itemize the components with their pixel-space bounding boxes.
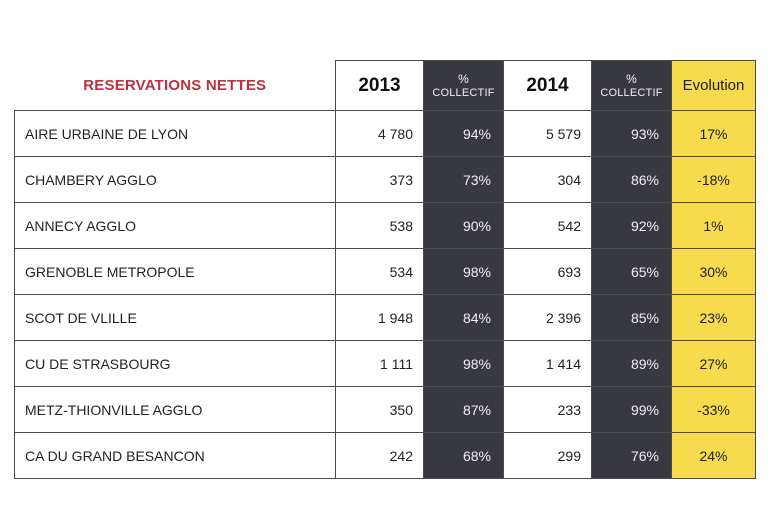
row-evolution: 30% bbox=[671, 248, 756, 295]
row-value-2013: 373 bbox=[335, 156, 424, 203]
row-pct-2013: 87% bbox=[423, 386, 504, 433]
row-value-2014: 2 396 bbox=[503, 294, 592, 341]
row-value-2013: 1 111 bbox=[335, 340, 424, 387]
row-name: CA DU GRAND BESANCON bbox=[14, 432, 336, 479]
row-name: CU DE STRASBOURG bbox=[14, 340, 336, 387]
row-value-2014: 299 bbox=[503, 432, 592, 479]
row-evolution: -33% bbox=[671, 386, 756, 433]
row-pct-2013: 90% bbox=[423, 202, 504, 249]
header-collectif-label: COLLECTIF bbox=[600, 86, 663, 99]
row-value-2014: 233 bbox=[503, 386, 592, 433]
row-pct-2013: 98% bbox=[423, 340, 504, 387]
row-pct-2013: 94% bbox=[423, 110, 504, 157]
header-pct-collectif-2013: % COLLECTIF bbox=[423, 60, 504, 111]
row-value-2014: 1 414 bbox=[503, 340, 592, 387]
table-header: RESERVATIONS NETTES 2013 % COLLECTIF 201… bbox=[15, 60, 756, 111]
header-pct-symbol: % bbox=[626, 71, 637, 86]
row-evolution: -18% bbox=[671, 156, 756, 203]
row-name: METZ-THIONVILLE AGGLO bbox=[14, 386, 336, 433]
row-value-2014: 5 579 bbox=[503, 110, 592, 157]
table-row: GRENOBLE METROPOLE 534 98% 693 65% 30% bbox=[14, 248, 756, 295]
row-value-2013: 1 948 bbox=[335, 294, 424, 341]
row-evolution: 23% bbox=[671, 294, 756, 341]
row-pct-2013: 84% bbox=[423, 294, 504, 341]
row-pct-2014: 92% bbox=[591, 202, 672, 249]
row-pct-2014: 76% bbox=[591, 432, 672, 479]
table-row: CHAMBERY AGGLO 373 73% 304 86% -18% bbox=[14, 156, 756, 203]
row-value-2013: 350 bbox=[335, 386, 424, 433]
row-pct-2013: 68% bbox=[423, 432, 504, 479]
row-evolution: 1% bbox=[671, 202, 756, 249]
row-pct-2014: 65% bbox=[591, 248, 672, 295]
row-value-2013: 534 bbox=[335, 248, 424, 295]
row-pct-2014: 86% bbox=[591, 156, 672, 203]
header-2014: 2014 bbox=[503, 60, 592, 111]
row-name: ANNECY AGGLO bbox=[14, 202, 336, 249]
row-name: AIRE URBAINE DE LYON bbox=[14, 110, 336, 157]
row-value-2013: 242 bbox=[335, 432, 424, 479]
row-pct-2014: 85% bbox=[591, 294, 672, 341]
table-row: ANNECY AGGLO 538 90% 542 92% 1% bbox=[14, 202, 756, 249]
row-pct-2013: 98% bbox=[423, 248, 504, 295]
row-evolution: 27% bbox=[671, 340, 756, 387]
table-row: SCOT DE VLILLE 1 948 84% 2 396 85% 23% bbox=[14, 294, 756, 341]
header-pct-symbol: % bbox=[458, 71, 469, 86]
row-pct-2014: 89% bbox=[591, 340, 672, 387]
row-pct-2013: 73% bbox=[423, 156, 504, 203]
table-body: AIRE URBAINE DE LYON 4 780 94% 5 579 93%… bbox=[14, 110, 756, 479]
header-collectif-label: COLLECTIF bbox=[432, 86, 495, 99]
row-value-2013: 4 780 bbox=[335, 110, 424, 157]
reservations-table: RESERVATIONS NETTES 2013 % COLLECTIF 201… bbox=[14, 60, 756, 479]
header-evolution: Evolution bbox=[671, 60, 756, 111]
row-evolution: 17% bbox=[671, 110, 756, 157]
row-evolution: 24% bbox=[671, 432, 756, 479]
table-title: RESERVATIONS NETTES bbox=[83, 76, 267, 94]
row-value-2014: 693 bbox=[503, 248, 592, 295]
row-name: GRENOBLE METROPOLE bbox=[14, 248, 336, 295]
table-row: CU DE STRASBOURG 1 111 98% 1 414 89% 27% bbox=[14, 340, 756, 387]
header-2013: 2013 bbox=[335, 60, 424, 111]
header-pct-collectif-2014: % COLLECTIF bbox=[591, 60, 672, 111]
header-row: RESERVATIONS NETTES 2013 % COLLECTIF 201… bbox=[15, 60, 756, 111]
row-value-2013: 538 bbox=[335, 202, 424, 249]
row-pct-2014: 99% bbox=[591, 386, 672, 433]
row-name: CHAMBERY AGGLO bbox=[14, 156, 336, 203]
table-row: CA DU GRAND BESANCON 242 68% 299 76% 24% bbox=[14, 432, 756, 479]
row-value-2014: 304 bbox=[503, 156, 592, 203]
row-value-2014: 542 bbox=[503, 202, 592, 249]
row-pct-2014: 93% bbox=[591, 110, 672, 157]
row-name: SCOT DE VLILLE bbox=[14, 294, 336, 341]
table-row: METZ-THIONVILLE AGGLO 350 87% 233 99% -3… bbox=[14, 386, 756, 433]
table-row: AIRE URBAINE DE LYON 4 780 94% 5 579 93%… bbox=[14, 110, 756, 157]
